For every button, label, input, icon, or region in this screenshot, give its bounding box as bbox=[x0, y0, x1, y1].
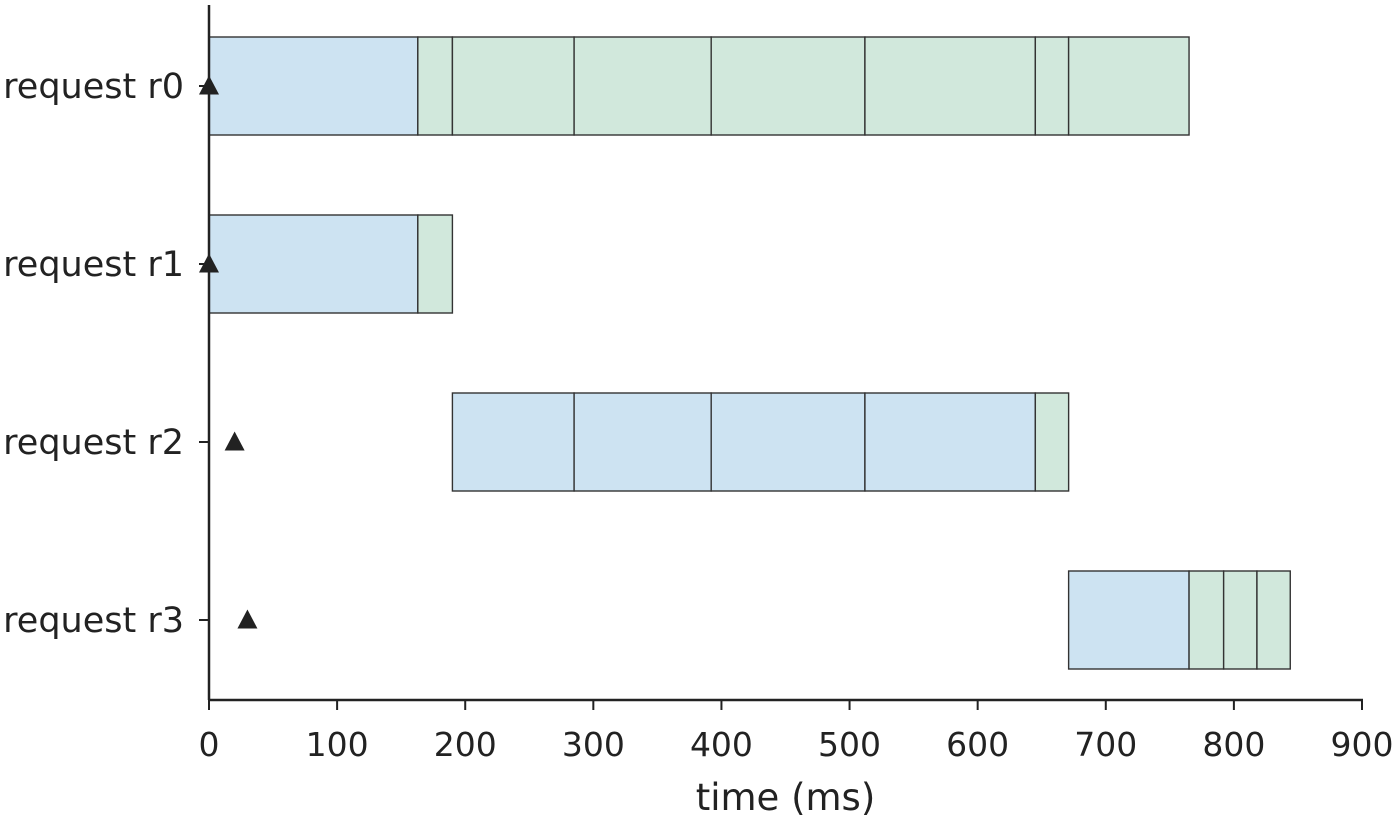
x-tick-label-5: 500 bbox=[818, 725, 881, 764]
x-tick-label-6: 600 bbox=[946, 725, 1009, 764]
bars-layer bbox=[208, 36, 1291, 670]
row-label-3: request r3 bbox=[3, 601, 184, 641]
bar-segment-r3-3 bbox=[1256, 570, 1291, 670]
bar-segment-r0-6 bbox=[1034, 36, 1070, 136]
arrival-marker-r2 bbox=[224, 431, 245, 451]
x-tick-label-0: 0 bbox=[199, 725, 220, 764]
bar-segment-r0-2 bbox=[451, 36, 575, 136]
bar-segment-r1-1 bbox=[417, 214, 454, 314]
x-tick-label-9: 900 bbox=[1331, 725, 1394, 764]
bar-segment-r2-0 bbox=[451, 392, 575, 492]
arrival-marker-r3 bbox=[237, 609, 258, 629]
x-ticks-layer: 0 100 200 300 400 500 600 700 800 900 bbox=[199, 700, 1394, 764]
x-tick-label-2: 200 bbox=[434, 725, 497, 764]
bar-segment-r0-4 bbox=[710, 36, 866, 136]
bar-segment-r2-4 bbox=[1034, 392, 1070, 492]
x-tick-label-4: 400 bbox=[690, 725, 753, 764]
bar-segment-r2-2 bbox=[710, 392, 866, 492]
row-label-2: request r2 bbox=[3, 423, 184, 463]
bar-segment-r3-0 bbox=[1067, 570, 1190, 670]
x-tick-label-8: 800 bbox=[1202, 725, 1265, 764]
axes-layer bbox=[207, 5, 1363, 702]
bar-segment-r2-1 bbox=[573, 392, 712, 492]
bar-segment-r0-5 bbox=[864, 36, 1037, 136]
bar-segment-r2-3 bbox=[864, 392, 1037, 492]
bar-segment-r3-1 bbox=[1188, 570, 1225, 670]
bar-segment-r0-0 bbox=[208, 36, 419, 136]
bar-segment-r0-1 bbox=[417, 36, 454, 136]
bar-segment-r0-3 bbox=[573, 36, 712, 136]
x-tick-label-7: 700 bbox=[1074, 725, 1137, 764]
y-ticks-layer: request r0 request r1 request r2 request r3 bbox=[3, 67, 209, 641]
row-label-0: request r0 bbox=[3, 67, 184, 107]
bar-segment-r1-0 bbox=[208, 214, 419, 314]
x-tick-label-3: 300 bbox=[562, 725, 625, 764]
x-tick-label-1: 100 bbox=[306, 725, 369, 764]
bar-segment-r0-7 bbox=[1067, 36, 1190, 136]
x-axis-title: time (ms) bbox=[696, 776, 876, 819]
row-label-1: request r1 bbox=[3, 245, 184, 285]
bar-segment-r3-2 bbox=[1222, 570, 1258, 670]
